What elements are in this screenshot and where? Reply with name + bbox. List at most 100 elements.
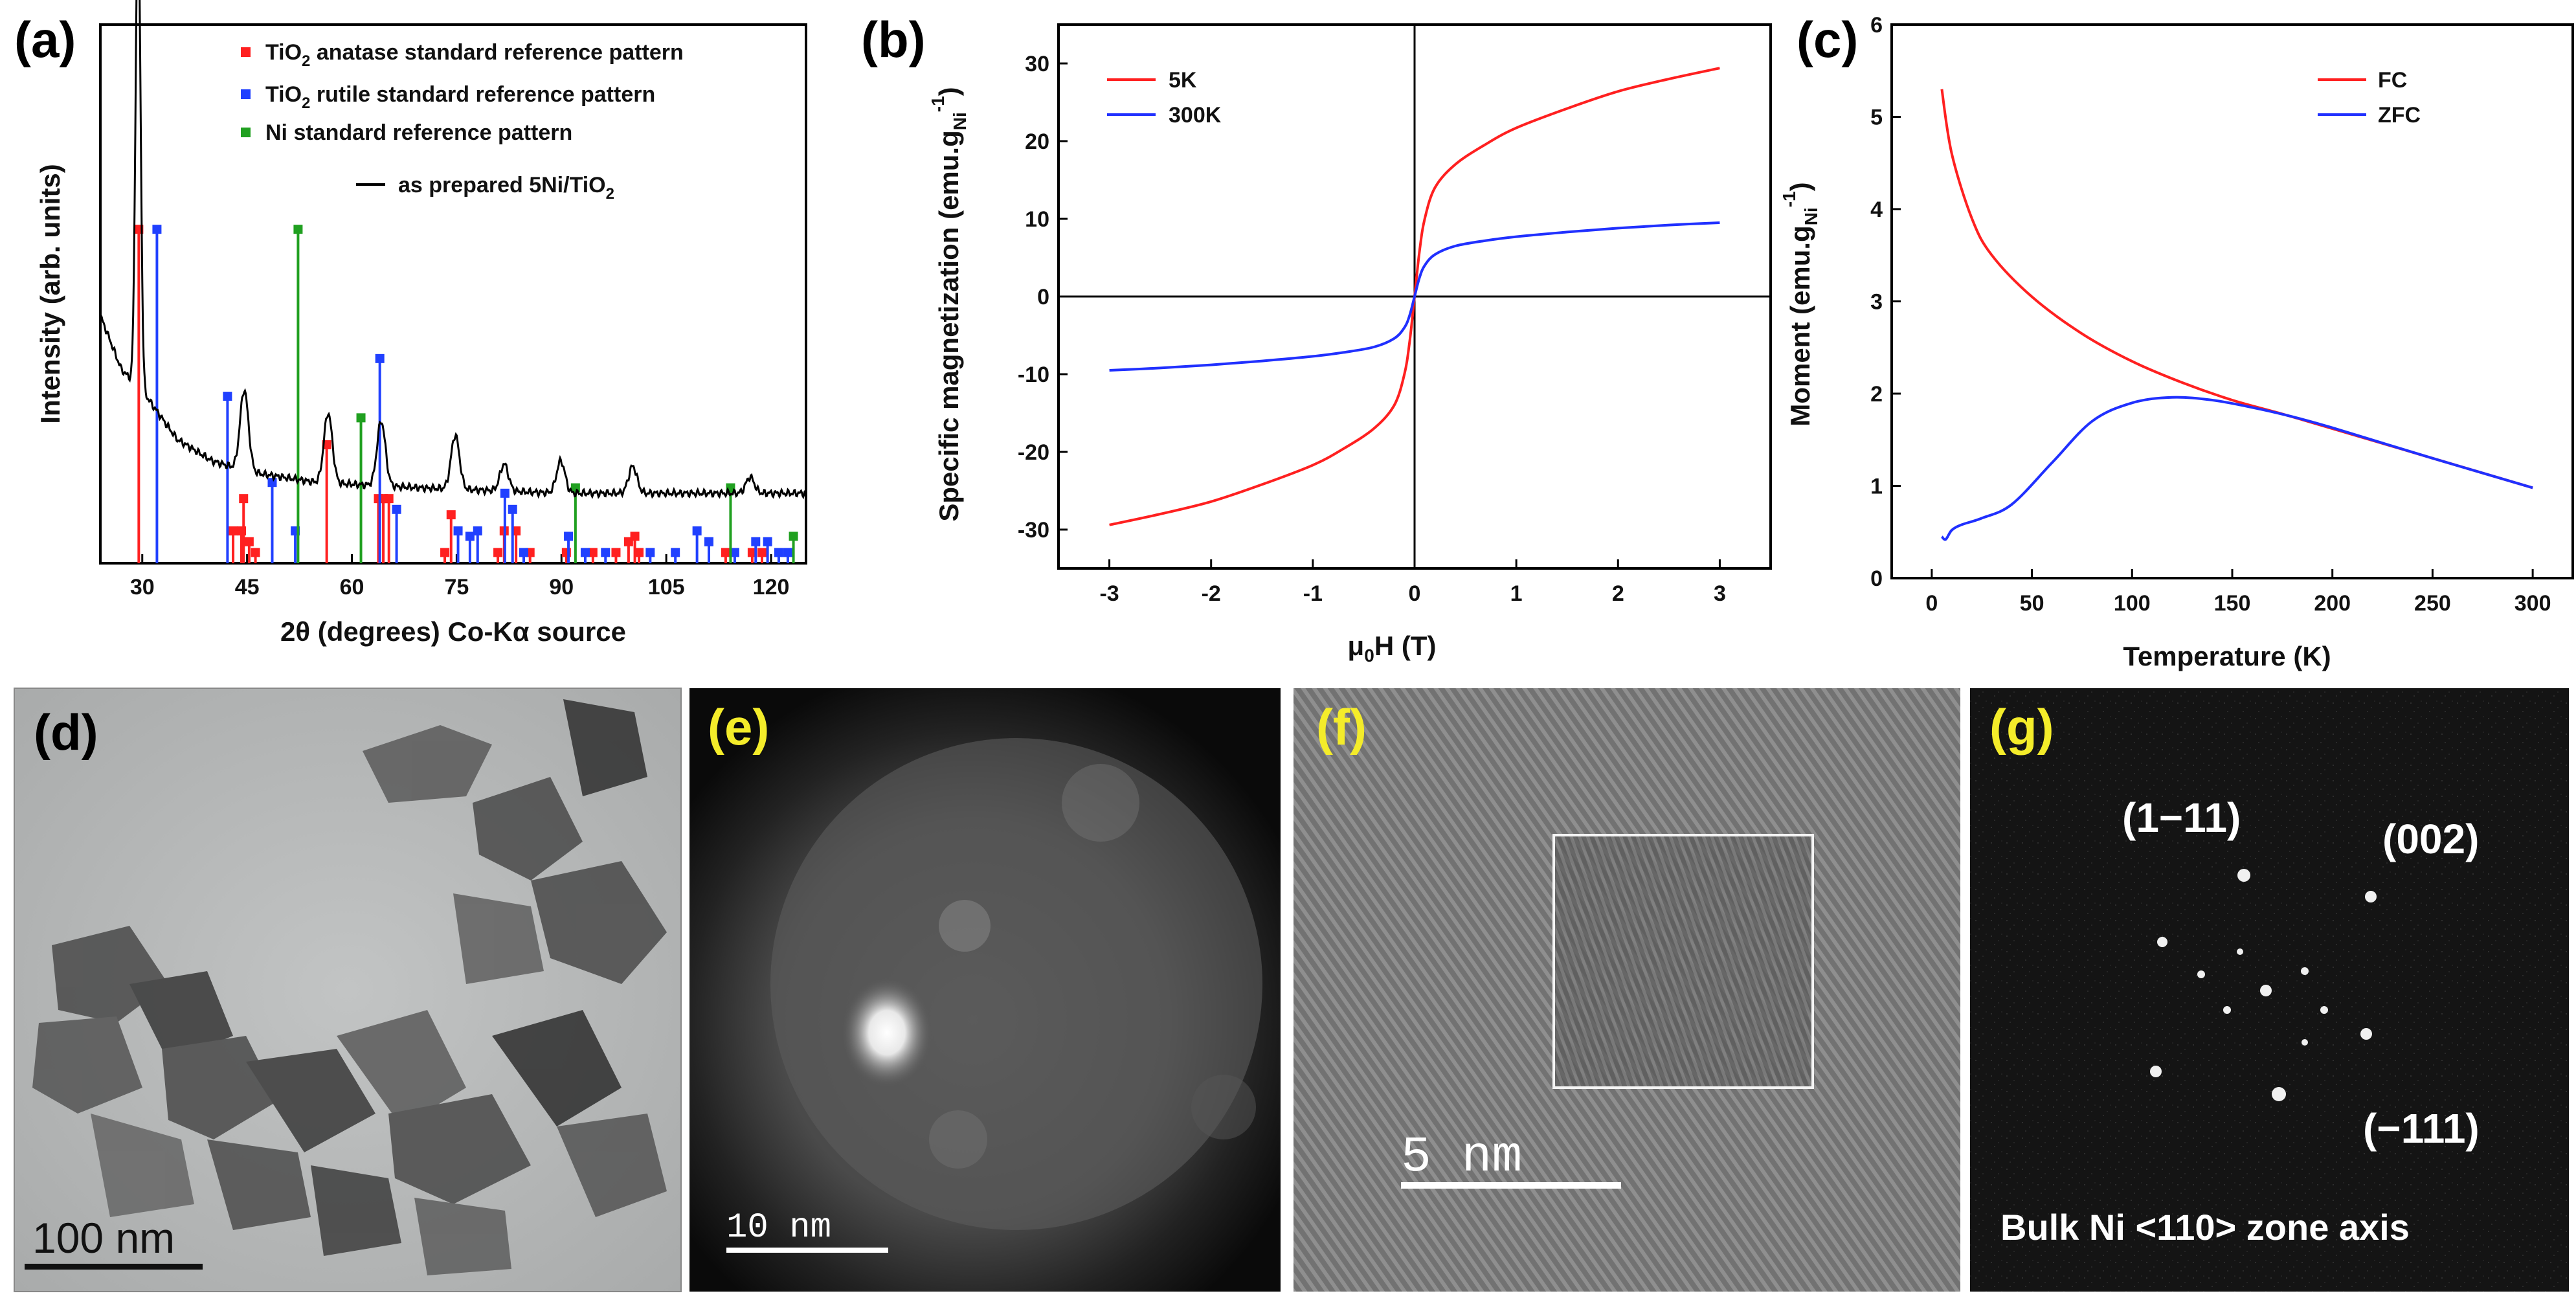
zone-axis-caption: Bulk Ni <110> zone axis: [2000, 1207, 2410, 1248]
panel-c-chart: 0 50 100 150 200 250 300 0 1 2 3 4 5 6 FC ZFC Tempera…: [1779, 13, 2574, 671]
ref-stick-marker: [704, 537, 713, 546]
x-tick-label-a: 120: [753, 575, 790, 600]
y-tick-label-c: 2: [1870, 382, 1883, 407]
legend-5K: 5K: [1169, 68, 1197, 93]
legend-ZFC: ZFC: [2378, 103, 2421, 128]
panel-d-image: 100 nm (d): [14, 688, 682, 1292]
x-tick-label-a: 75: [444, 575, 469, 600]
ref-stick-marker: [375, 353, 385, 363]
x-tick-label-b: 0: [1409, 581, 1421, 606]
y-tick-label-c: 0: [1870, 566, 1883, 591]
ref-stick-marker: [493, 548, 503, 557]
y-tick-label-c: 5: [1870, 106, 1883, 130]
x-tick-label-a: 30: [130, 575, 155, 600]
ref-stick-marker: [293, 225, 303, 234]
scale-bar-f: [1401, 1182, 1621, 1189]
diffraction-spots: [2150, 869, 2377, 1101]
x-tick-label-c: 300: [2514, 591, 2551, 616]
x-axis-title-a: 2θ (degrees) Co-Kα source: [280, 616, 626, 647]
panel-f-letter: (f): [1316, 699, 1367, 756]
legend-c: FC ZFC: [2318, 68, 2421, 128]
reference-sticks: [134, 225, 798, 563]
y-tick-label-c: 3: [1870, 290, 1883, 315]
panel-c-letter: (c): [1797, 11, 1858, 68]
scale-bar-e: [726, 1248, 888, 1253]
x-tick-label-b: 1: [1510, 581, 1523, 606]
ref-stick-marker: [237, 526, 246, 536]
ref-stick-marker: [611, 548, 621, 557]
selected-area-box: [1552, 834, 1814, 1089]
ref-stick-marker: [229, 526, 238, 536]
x-tick-label-c: 250: [2414, 591, 2451, 616]
axes-c: 0 50 100 150 200 250 300 0 1 2 3 4 5 6: [1870, 13, 2551, 616]
ref-stick-marker: [239, 494, 249, 504]
x-tick-label-b: 3: [1714, 581, 1726, 606]
panel-a-chart: 30 45 60 75 90 105 120 TiO2 anatase standard r…: [35, 0, 807, 647]
y-tick-label-b: 0: [1037, 285, 1049, 309]
y-tick-label-b: -30: [1018, 518, 1049, 543]
y-tick-label-b: 10: [1025, 207, 1049, 232]
spot-label-1-11: (1−11): [2122, 794, 2241, 841]
y-tick-label-b: 30: [1025, 52, 1049, 76]
ref-stick-marker: [763, 537, 772, 546]
ref-stick-marker: [267, 478, 277, 488]
x-tick-label-b: -3: [1099, 581, 1119, 606]
ref-stick-marker: [783, 548, 792, 557]
scale-bar-label-e: 10 nm: [726, 1208, 831, 1248]
panel-a-letter: (a): [14, 11, 76, 68]
ref-stick-marker: [564, 532, 574, 541]
x-tick-label-b: -1: [1303, 581, 1323, 606]
ref-stick-marker: [721, 548, 730, 557]
x-tick-label-c: 50: [2020, 591, 2044, 616]
ref-stick-marker: [630, 532, 640, 541]
ref-stick-marker: [500, 488, 510, 498]
ref-stick-marker: [244, 537, 254, 546]
ref-stick-marker: [223, 392, 232, 401]
legend-FC: FC: [2378, 68, 2407, 93]
x-tick-label-a: 60: [340, 575, 364, 600]
ref-stick-marker: [251, 548, 260, 557]
ref-stick-marker: [440, 548, 450, 557]
panel-g-letter: (g): [1989, 699, 2054, 756]
x-tick-label-c: 150: [2214, 591, 2251, 616]
ref-stick-marker: [392, 504, 401, 514]
legend-marker-ni: [241, 128, 251, 137]
legend-ni: Ni standard reference pattern: [265, 120, 572, 145]
spot-label-002: (002): [2382, 816, 2479, 862]
panel-e-letter: (e): [708, 699, 769, 756]
curve-300K: [1109, 221, 1720, 372]
y-axis-title-c: Moment (emu.gNi-1): [1779, 182, 1821, 426]
panel-d-letter: (d): [34, 704, 98, 761]
particle-cluster: [32, 699, 667, 1275]
ref-stick-marker: [519, 548, 528, 557]
y-tick-label-c: 4: [1870, 197, 1883, 222]
x-tick-label-a: 105: [648, 575, 685, 600]
panel-f-image: 5 nm (f): [1294, 688, 1960, 1292]
legend-a: TiO2 anatase standard reference pattern …: [241, 40, 684, 203]
x-axis-title-c: Temperature (K): [2123, 641, 2331, 671]
y-axis-title-a: Intensity (arb. units): [35, 164, 65, 423]
panel-e-image: 10 nm (e): [689, 688, 1281, 1292]
x-tick-label-c: 100: [2114, 591, 2151, 616]
ref-stick-marker: [692, 526, 702, 536]
ref-stick-marker: [473, 526, 482, 536]
scale-bar-label-d: 100 nm: [32, 1214, 175, 1262]
plot-frame-c: [1890, 23, 2574, 579]
legend-rutile: TiO2 rutile standard reference pattern: [265, 82, 655, 112]
legend-sample: as prepared 5Ni/TiO2: [398, 173, 614, 203]
legend-marker-anatase: [241, 47, 251, 57]
ref-stick-marker: [671, 548, 680, 557]
y-tick-label-b: 20: [1025, 129, 1049, 154]
ref-stick-marker: [446, 510, 456, 520]
ref-stick-marker: [730, 548, 739, 557]
x-axis-a: 30 45 60 75 90 105 120: [130, 554, 790, 600]
xrd-pattern-line: [99, 0, 807, 500]
x-tick-label-a: 45: [235, 575, 260, 600]
legend-anatase: TiO2 anatase standard reference pattern: [265, 40, 684, 70]
y-tick-label-b: -20: [1018, 440, 1049, 465]
spot-label-111: (−111): [2363, 1105, 2480, 1152]
ref-stick-marker: [645, 548, 655, 557]
ref-stick-marker: [789, 532, 798, 541]
ref-stick-marker: [465, 532, 475, 541]
